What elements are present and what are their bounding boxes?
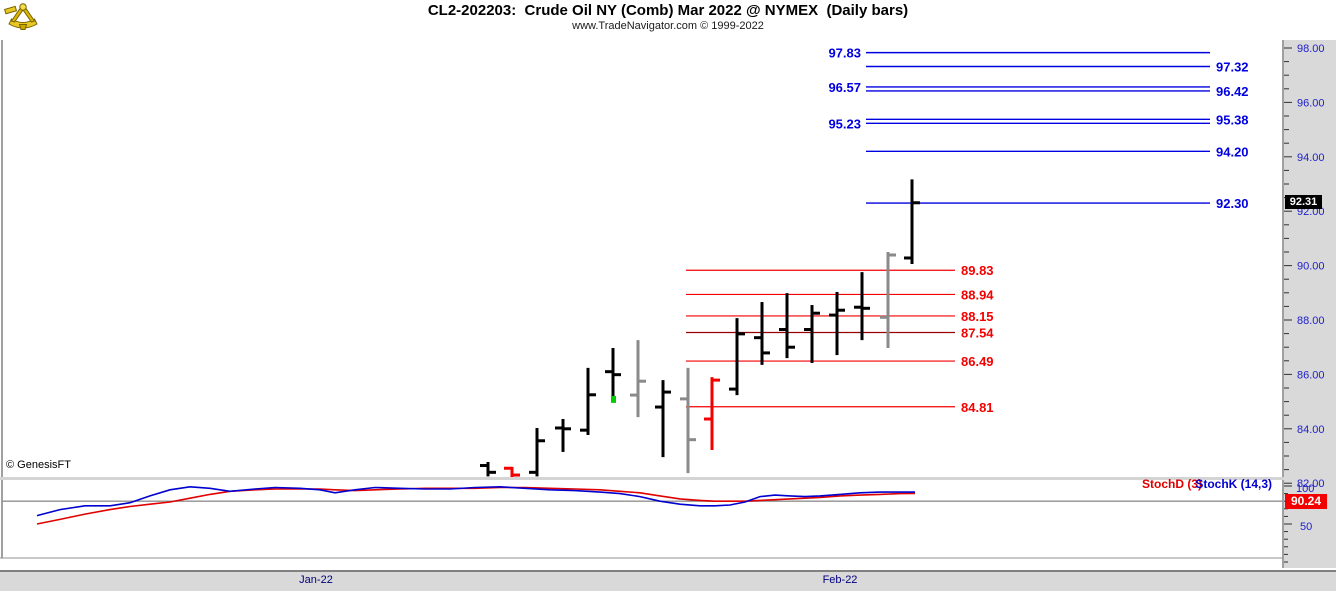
price-axis-label: 84.00 — [1297, 424, 1325, 436]
resistance-level-label: 97.83 — [828, 46, 861, 61]
support-level-label: 88.94 — [961, 287, 994, 302]
resistance-level-label: 97.32 — [1216, 59, 1249, 74]
price-axis-label: 88.00 — [1297, 315, 1325, 327]
price-axis-label: 82.00 — [1297, 478, 1325, 490]
date-axis-label-jan: Jan-22 — [299, 574, 333, 586]
price-axis-label: 92.00 — [1297, 206, 1325, 218]
stoch-last-value-badge: 90.24 — [1285, 494, 1327, 509]
chart-subtitle: www.TradeNavigator.com © 1999-2022 — [572, 20, 764, 32]
resistance-level-label: 95.38 — [1216, 112, 1249, 127]
resistance-level-label: 95.23 — [828, 116, 861, 131]
stoch-axis-label-100: 100 — [1296, 483, 1314, 495]
date-axis-band[interactable] — [0, 572, 1336, 591]
support-level-label: 87.54 — [961, 326, 994, 341]
stoch-d-line — [36, 486, 916, 525]
price-axis-label: 98.00 — [1297, 43, 1325, 55]
resistance-level-label: 92.30 — [1216, 196, 1249, 211]
price-axis-label: 96.00 — [1297, 97, 1325, 109]
chart-title: CL2-202203: Crude Oil NY (Comb) Mar 2022… — [427, 2, 909, 19]
panel-divider[interactable] — [0, 477, 1284, 480]
genesis-sextant-logo — [3, 1, 43, 35]
resistance-level-label: 94.20 — [1216, 144, 1249, 159]
price-axis-label: 94.00 — [1297, 152, 1325, 164]
price-axis-background[interactable] — [1284, 40, 1336, 568]
sextant-icon — [4, 3, 38, 30]
stochk-legend-label[interactable]: StochK (14,3) — [1195, 477, 1272, 491]
price-axis-label: 90.00 — [1297, 261, 1325, 273]
buy-signal-marker — [611, 395, 616, 403]
stoch-k-line — [36, 485, 915, 517]
genesis-watermark: © GenesisFT — [6, 459, 71, 471]
support-level-label: 86.49 — [961, 354, 994, 369]
resistance-level-label: 96.42 — [1216, 84, 1249, 99]
last-price-badge: 92.31 — [1285, 195, 1322, 209]
price-axis-label: 86.00 — [1297, 369, 1325, 381]
stoch-axis-label-50: 50 — [1300, 521, 1312, 533]
support-level-label: 89.83 — [961, 263, 994, 278]
date-axis-label-feb: Feb-22 — [822, 574, 858, 586]
date-axis-top-border — [0, 570, 1336, 572]
resistance-level-label: 96.57 — [828, 80, 861, 95]
support-level-label: 84.81 — [961, 400, 994, 415]
support-level-label: 88.15 — [961, 309, 994, 324]
stochd-legend-label[interactable]: StochD (3) — [1142, 477, 1202, 491]
